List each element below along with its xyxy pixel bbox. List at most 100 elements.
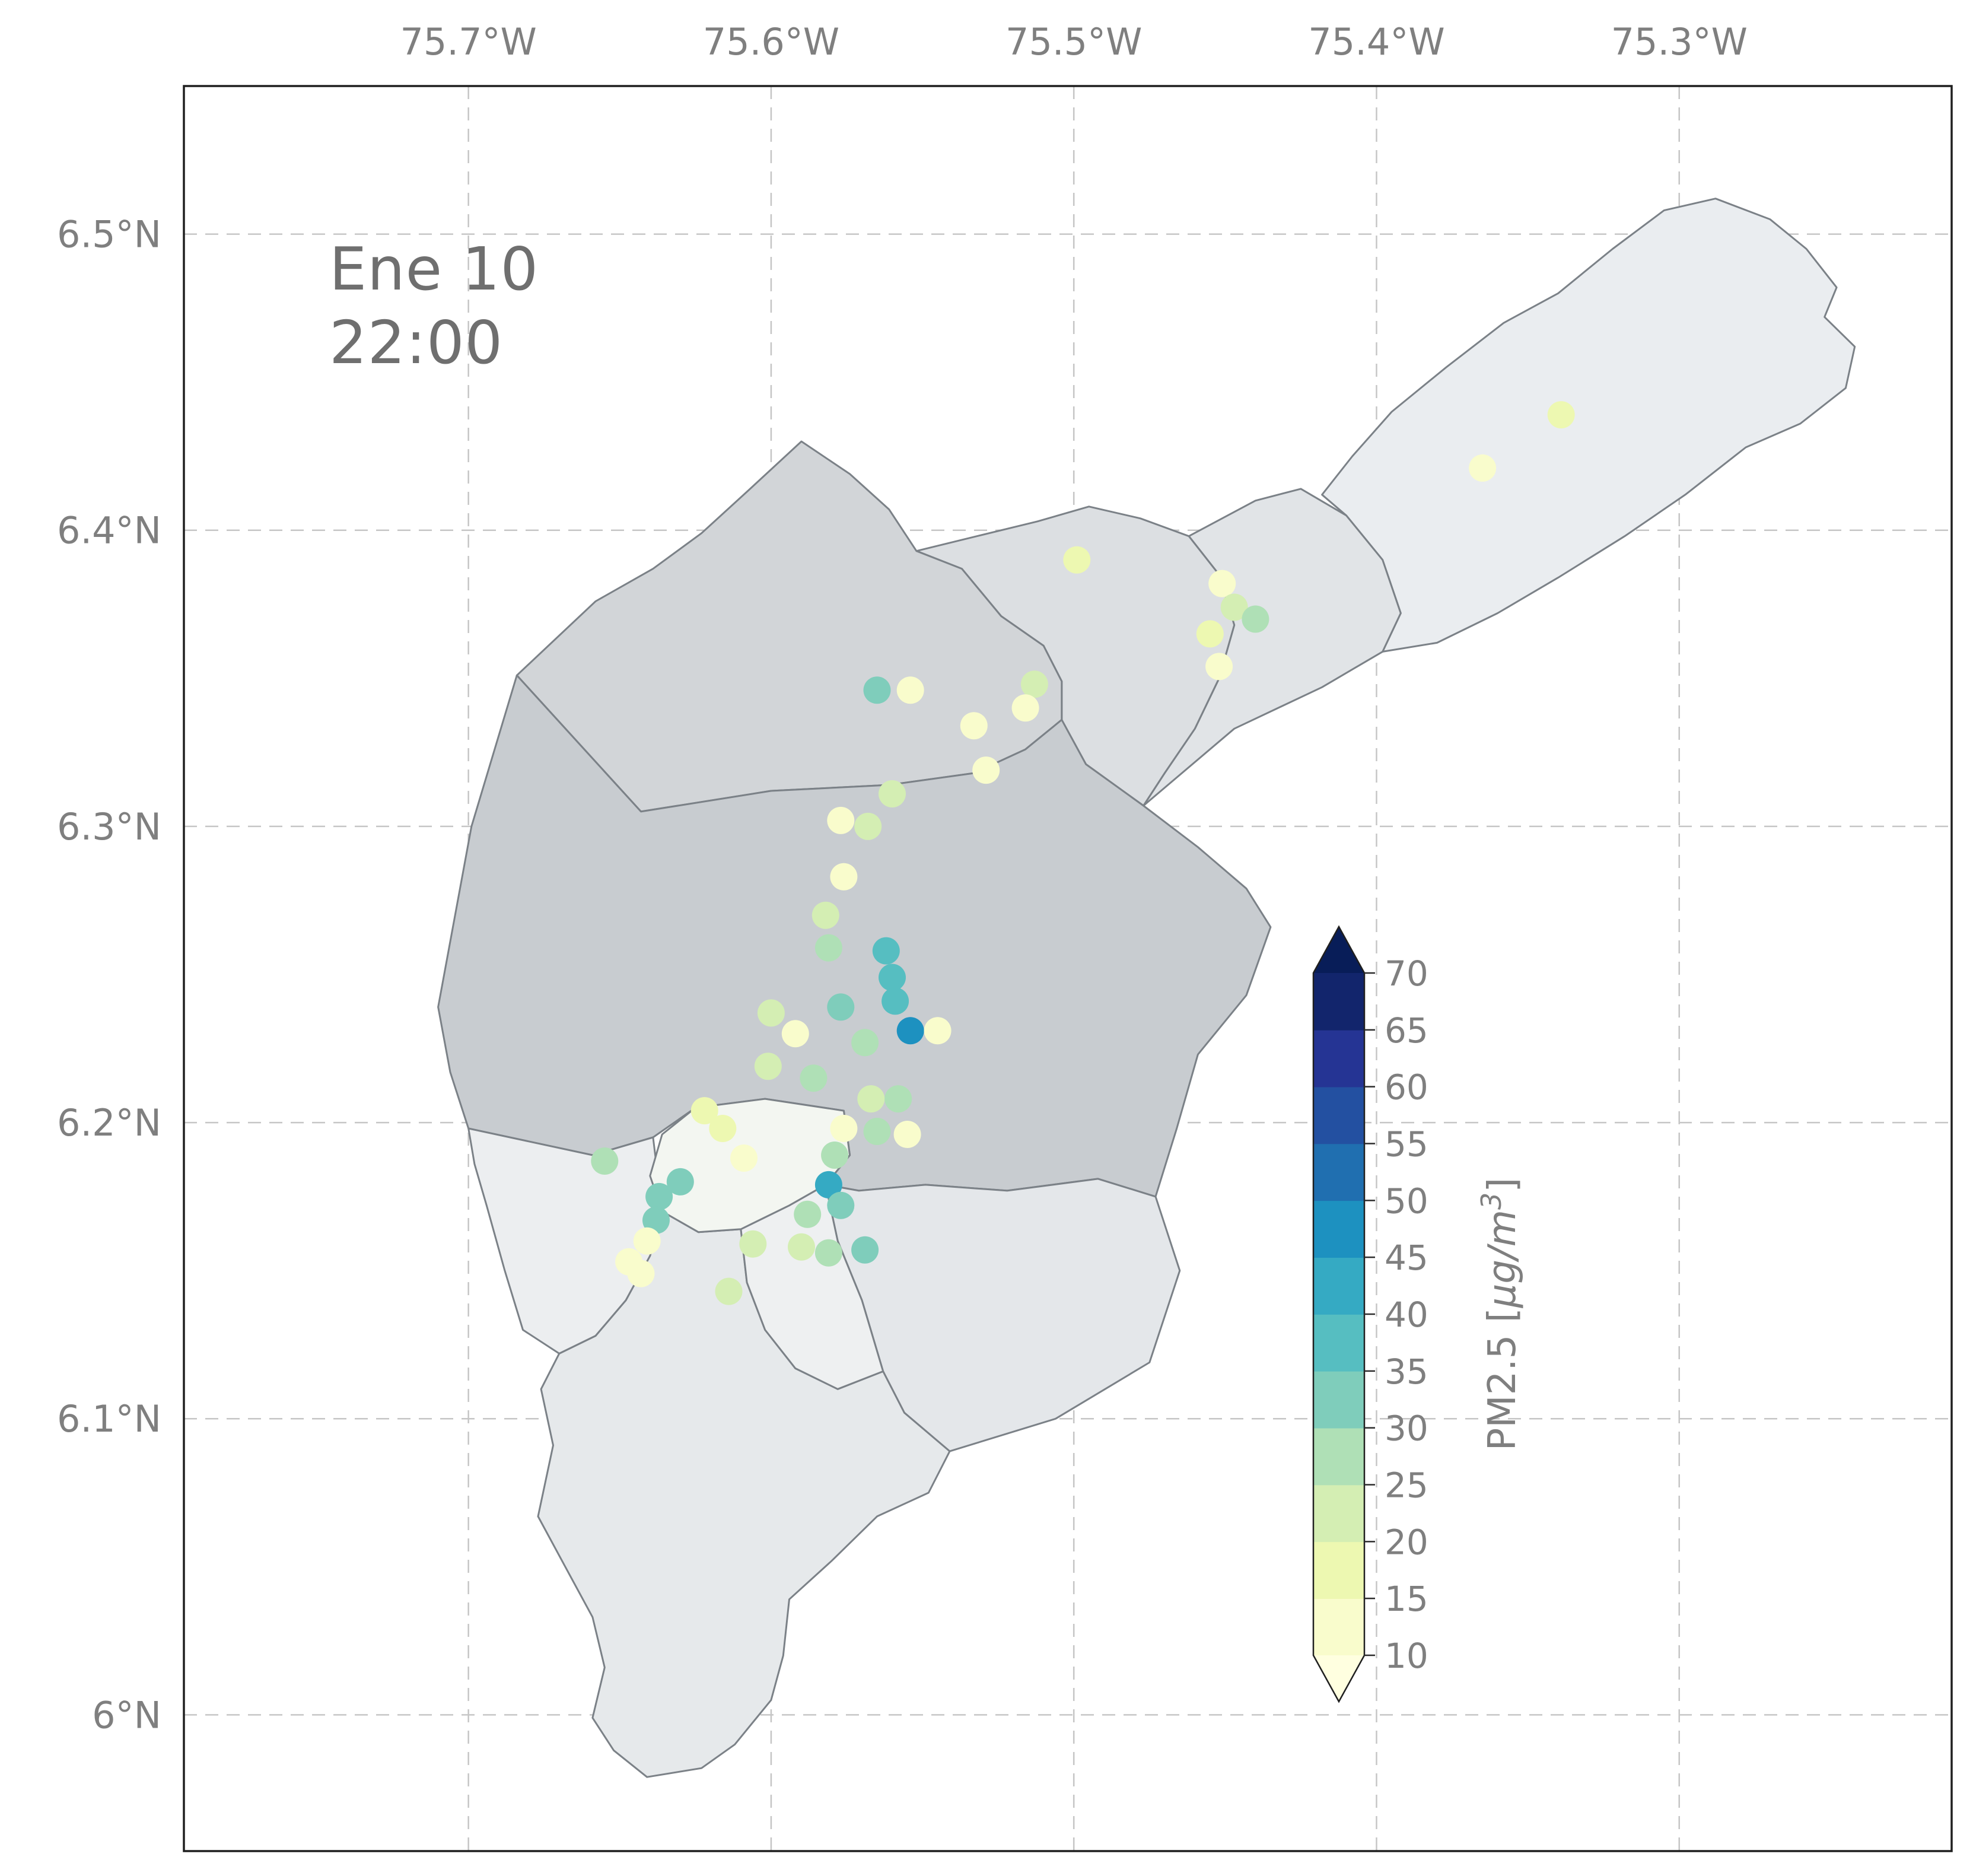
colorbar-tick-label: 10: [1385, 1636, 1428, 1676]
pm25-point: [972, 756, 1000, 784]
colorbar-tick-label: 25: [1385, 1465, 1428, 1506]
pm25-point: [1196, 620, 1224, 648]
pm25-point: [739, 1230, 767, 1258]
colorbar-tick-label: 30: [1385, 1408, 1428, 1449]
pm25-point: [924, 1017, 952, 1045]
y-tick-labels: 6.5°N 6.4°N 6.3°N 6.2°N 6.1°N 6°N: [57, 213, 161, 1737]
pm25-point: [896, 676, 924, 704]
pm25-point: [879, 964, 906, 991]
pm25-point: [642, 1206, 670, 1234]
pm25-point: [709, 1115, 737, 1142]
pm25-point: [821, 1142, 849, 1169]
pm25-point: [827, 806, 855, 834]
municipality-layer: [437, 198, 1856, 1778]
colorbar-segment: [1313, 1371, 1364, 1429]
colorbar-segment: [1313, 1029, 1364, 1088]
pm25-point: [851, 1029, 879, 1057]
colorbar-segment: [1313, 1086, 1364, 1144]
pm25-point: [960, 712, 988, 740]
date-annotation: Ene 10 22:00: [329, 233, 539, 380]
pm25-point: [830, 1115, 858, 1142]
y-tick-label: 6.2°N: [57, 1101, 161, 1144]
colorbar-tick-label: 15: [1385, 1579, 1428, 1619]
colorbar-tick-label: 70: [1385, 953, 1428, 994]
pm25-point: [1547, 401, 1575, 429]
colorbar-segment: [1313, 1200, 1364, 1258]
colorbar-extend-under: [1313, 1655, 1364, 1702]
pm25-point: [879, 780, 906, 807]
pm25-point: [788, 1233, 815, 1261]
pm25-point: [812, 901, 839, 929]
colorbar-title: PM2.5 [μg/m3]: [1475, 1178, 1525, 1451]
annotation-time: 22:00: [329, 308, 504, 377]
pm25-point: [1242, 605, 1269, 633]
colorbar-tick-label: 55: [1385, 1124, 1428, 1165]
annotation-date: Ene 10: [329, 234, 539, 304]
pm25-point: [794, 1200, 822, 1228]
colorbar-tick-label: 45: [1385, 1238, 1428, 1278]
pm25-point: [814, 934, 842, 962]
colorbar-tick-label: 20: [1385, 1522, 1428, 1562]
pm25-point: [830, 863, 858, 891]
pm25-point: [882, 987, 909, 1015]
colorbar-segment: [1313, 1427, 1364, 1486]
colorbar-tick-label: 50: [1385, 1181, 1428, 1221]
colorbar-extend-over: [1313, 927, 1364, 973]
pm25-point: [690, 1097, 718, 1125]
pm25-point: [827, 1191, 855, 1219]
pm25-point: [645, 1182, 673, 1210]
y-tick-label: 6.5°N: [57, 213, 161, 256]
pm25-point: [827, 993, 855, 1021]
pm25-point: [715, 1277, 743, 1305]
x-tick-labels: 75.7°W 75.6°W 75.5°W 75.4°W 75.3°W: [400, 20, 1747, 63]
pm25-point: [863, 1118, 891, 1145]
pm25-point: [591, 1147, 619, 1175]
colorbar-segment: [1313, 973, 1364, 1031]
y-tick-label: 6.3°N: [57, 805, 161, 848]
municipality-barbosa: [1321, 198, 1856, 653]
pm25-point: [627, 1260, 655, 1287]
colorbar: 10 15 20 25 30 35 40 45 50 55 60 65 70 PM2.5 [μg/m3]: [1312, 925, 1525, 1703]
stations-layer: [591, 401, 1575, 1305]
pm25-point: [781, 1020, 809, 1048]
pm25-point: [872, 937, 900, 965]
pm25-point: [754, 1053, 782, 1080]
colorbar-segment: [1313, 1484, 1364, 1543]
pm25-point: [851, 1236, 879, 1264]
colorbar-segment: [1313, 1314, 1364, 1372]
pm25-point: [666, 1168, 694, 1195]
pm25-point: [1020, 670, 1048, 698]
plot-frame: [183, 85, 1953, 1852]
colorbar-segment: [1313, 1257, 1364, 1315]
pm25-point: [857, 1085, 885, 1113]
pm25-point: [884, 1085, 912, 1113]
pm25-point: [800, 1064, 828, 1092]
pm25-point: [863, 676, 891, 704]
pm25-point: [1220, 593, 1248, 621]
pm25-point: [1063, 546, 1091, 574]
pm25-point: [814, 1239, 842, 1267]
pm25-point: [893, 1121, 921, 1148]
colorbar-segment: [1313, 1143, 1364, 1201]
pm25-point: [633, 1227, 661, 1255]
colorbar-tick-label: 40: [1385, 1295, 1428, 1335]
x-tick-label: 75.4°W: [1308, 20, 1444, 63]
pm25-point: [730, 1144, 758, 1172]
x-tick-label: 75.7°W: [400, 20, 536, 63]
pm25-point: [896, 1017, 924, 1045]
pm25-point: [814, 1171, 842, 1198]
x-tick-label: 75.6°W: [703, 20, 839, 63]
pm25-point: [1011, 694, 1039, 722]
colorbar-tick-label: 65: [1385, 1010, 1428, 1051]
pm25-point: [757, 999, 785, 1027]
colorbar-tick-label: 60: [1385, 1067, 1428, 1108]
y-tick-label: 6°N: [92, 1693, 161, 1737]
x-tick-label: 75.5°W: [1005, 20, 1142, 63]
pm25-point: [1469, 454, 1497, 482]
municipality-la-estrella: [467, 1127, 663, 1354]
colorbar-segment: [1313, 1598, 1364, 1656]
pm25-point: [1208, 570, 1236, 597]
colorbar-tick-label: 35: [1385, 1352, 1428, 1392]
